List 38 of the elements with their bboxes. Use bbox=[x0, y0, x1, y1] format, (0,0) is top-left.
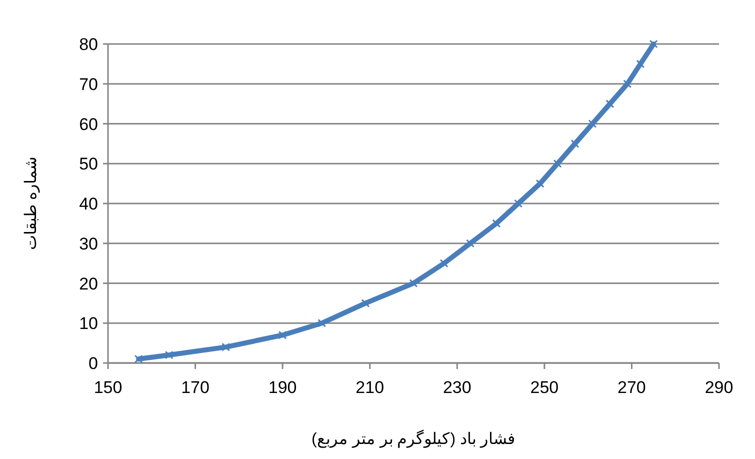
point bbox=[318, 318, 326, 328]
y-tick-label: 50 bbox=[79, 154, 98, 174]
point bbox=[606, 100, 614, 108]
x-axis-title: فشار باد (کیلوگرم بر متر مربع) bbox=[312, 429, 516, 448]
y-axis-title: شماره طبقات bbox=[23, 156, 40, 250]
point bbox=[134, 354, 143, 364]
point bbox=[492, 219, 501, 228]
point bbox=[649, 40, 658, 48]
x-tick-label: 290 bbox=[704, 378, 734, 397]
x-tick-label: 210 bbox=[356, 378, 384, 397]
point bbox=[361, 298, 370, 308]
x-tick-label: 190 bbox=[268, 378, 297, 397]
y-tick-label: 10 bbox=[79, 314, 98, 334]
point bbox=[222, 342, 230, 352]
point bbox=[588, 120, 597, 128]
y-tick-label: 80 bbox=[79, 35, 98, 54]
y-tick-label: 30 bbox=[79, 234, 98, 254]
point bbox=[164, 350, 174, 360]
point bbox=[536, 179, 544, 188]
point bbox=[409, 279, 418, 288]
point bbox=[466, 239, 474, 248]
y-tick-label: 60 bbox=[79, 114, 98, 134]
x-tick-label: 230 bbox=[442, 378, 472, 397]
point bbox=[570, 139, 580, 148]
point bbox=[278, 330, 287, 340]
x-tick-label: 170 bbox=[181, 378, 210, 397]
x-tick-label: 150 bbox=[94, 378, 122, 397]
point bbox=[514, 199, 522, 208]
point bbox=[553, 159, 562, 168]
point bbox=[623, 80, 632, 88]
y-tick-label: 20 bbox=[79, 274, 98, 294]
y-tick-label: 40 bbox=[79, 194, 98, 214]
x-tick-label: 270 bbox=[618, 378, 646, 397]
x-tick-label: 250 bbox=[530, 378, 559, 397]
point bbox=[440, 259, 448, 268]
y-tick-label: 70 bbox=[79, 74, 98, 94]
point bbox=[636, 60, 645, 68]
y-tick-label: 0 bbox=[88, 354, 98, 373]
